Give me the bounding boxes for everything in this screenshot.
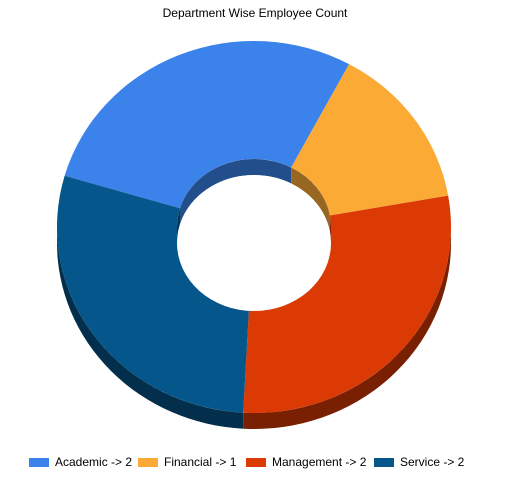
slice-academic[interactable] xyxy=(64,41,350,209)
slice-depth-layer xyxy=(57,227,451,429)
legend-item-financial: Financial -> 1 xyxy=(138,454,236,470)
legend-label: Service -> 2 xyxy=(400,455,465,469)
legend-label: Financial -> 1 xyxy=(164,455,237,469)
legend-item-service: Service -> 2 xyxy=(374,454,464,470)
legend-swatch xyxy=(29,457,49,467)
slice-financial[interactable] xyxy=(291,64,449,216)
doughnut-hole-floor xyxy=(177,175,331,311)
legend-item-academic: Academic -> 2 xyxy=(29,454,132,470)
legend-swatch xyxy=(138,457,158,467)
chart-title: Department Wise Employee Count xyxy=(162,6,348,20)
legend-label: Management -> 2 xyxy=(272,455,367,469)
slice-service[interactable] xyxy=(56,175,250,413)
slice-inner-side-financial xyxy=(291,167,330,232)
legend-item-management: Management -> 2 xyxy=(246,454,366,470)
slice-top-layer xyxy=(56,41,451,413)
legend: Academic -> 2 Financial -> 1 Management ->… xyxy=(0,454,510,470)
slice-inner-side-service xyxy=(177,208,180,243)
slice-management[interactable] xyxy=(243,195,451,413)
slice-inner-side-academic xyxy=(179,159,292,225)
doughnut-chart xyxy=(56,41,451,429)
slice-inner-side-management xyxy=(329,215,331,243)
legend-swatch xyxy=(374,457,394,467)
slice-outer-side-service xyxy=(57,227,244,429)
legend-swatch xyxy=(246,457,266,467)
legend-label: Academic -> 2 xyxy=(55,455,133,469)
